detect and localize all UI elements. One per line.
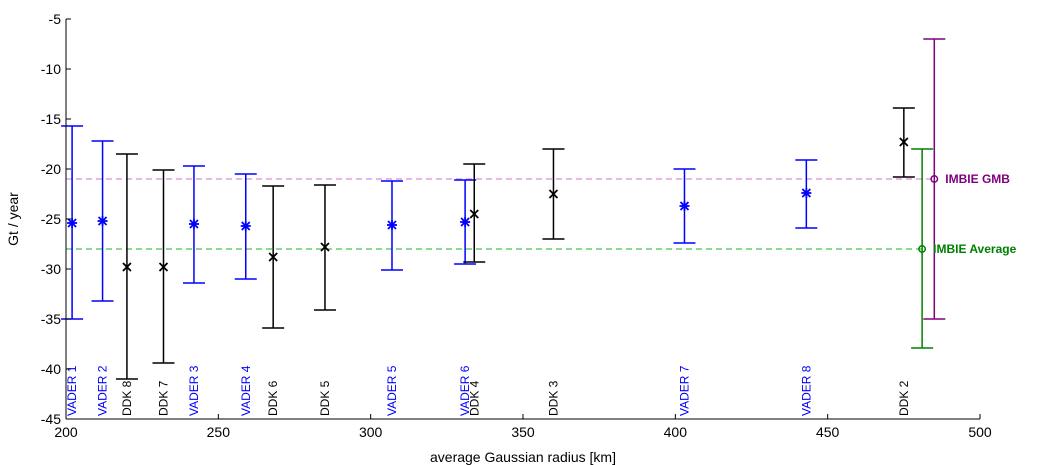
x-tick-label: 450 — [816, 424, 840, 440]
data-point-marker — [268, 252, 278, 262]
point-labels: VADER 1 VADER 2 VADER 3 VADER 4 VADER 5 VADER… — [65, 172, 1016, 416]
data-point-marker — [158, 262, 169, 272]
data-point-label: DDK 5 — [318, 380, 332, 416]
data-point-marker — [548, 189, 559, 199]
data-point-label: DDK 7 — [156, 380, 170, 416]
data-point-label: DDK 3 — [546, 380, 560, 416]
reference-marker — [930, 175, 939, 183]
data-point-marker — [320, 242, 330, 252]
reference-label: IMBIE GMB — [945, 172, 1010, 186]
data-point-label: DDK 6 — [266, 380, 280, 416]
y-axis-label: Gt / year — [5, 192, 21, 246]
data-point-label: VADER 5 — [385, 365, 399, 416]
x-tick-label: 250 — [207, 424, 231, 440]
data-point-label: VADER 2 — [96, 365, 110, 416]
x-axis-label: average Gaussian radius [km] — [430, 449, 616, 465]
x-tick-label: 500 — [968, 424, 992, 440]
data-point-label: VADER 4 — [239, 365, 253, 416]
data-point-label: DDK 2 — [897, 380, 911, 416]
y-tick-label: -20 — [41, 161, 61, 177]
reference-label: IMBIE Average — [933, 242, 1016, 256]
data-point-label: DDK 8 — [120, 380, 134, 416]
data-point-marker — [899, 137, 909, 147]
error-bars — [61, 38, 946, 380]
data-point-label: VADER 8 — [799, 365, 813, 416]
y-tick-label: -15 — [41, 111, 61, 127]
reference-lines — [66, 178, 935, 250]
x-tick-label: 350 — [511, 424, 535, 440]
y-tick-label: -45 — [41, 411, 61, 427]
data-point-label: VADER 7 — [677, 365, 691, 416]
data-point-marker — [469, 209, 479, 219]
y-tick-label: -5 — [49, 11, 62, 27]
data-markers — [67, 137, 939, 272]
data-point-label: VADER 3 — [187, 365, 201, 416]
y-tick-label: -30 — [41, 261, 61, 277]
y-tick-label: -25 — [41, 211, 61, 227]
x-tick-label: 400 — [664, 424, 688, 440]
y-tick-label: -35 — [41, 311, 61, 327]
y-tick-label: -40 — [41, 361, 61, 377]
x-tick-label: 300 — [359, 424, 383, 440]
x-tick-label: 200 — [54, 424, 78, 440]
data-point-label: VADER 6 — [458, 365, 472, 416]
y-tick-label: -10 — [41, 61, 61, 77]
ticks: 200 250 300 350 400 450 500 -45 -40 -35 -30 -25 -20 -… — [41, 11, 992, 440]
data-point-label: DDK 4 — [467, 380, 481, 416]
data-point-marker — [122, 262, 132, 272]
data-point-label: VADER 1 — [65, 365, 79, 416]
reference-marker — [918, 245, 927, 253]
axes — [65, 19, 980, 420]
